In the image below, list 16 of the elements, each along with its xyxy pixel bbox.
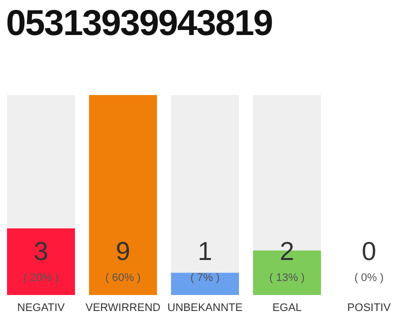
annotation: ( 7% )	[190, 272, 220, 284]
annotation: ( 60% )	[105, 272, 141, 284]
data-label: 9	[116, 236, 130, 266]
annotation: ( 0% )	[354, 272, 384, 284]
x-tick-label: VERWIRREND	[86, 302, 161, 314]
bar	[171, 272, 239, 295]
data-label: 0	[362, 236, 376, 266]
data-label: 1	[198, 236, 212, 266]
x-tick-label: NEGATIV	[17, 302, 66, 314]
x-tick-label: EGAL	[272, 302, 302, 314]
x-tick-label: POSITIV	[347, 302, 392, 314]
data-label: 3	[34, 236, 48, 266]
chart-title: 05313939943819	[6, 2, 272, 44]
annotation: ( 20% )	[23, 272, 59, 284]
annotation: ( 13% )	[269, 272, 305, 284]
x-tick-label: UNBEKANNTE	[167, 302, 243, 314]
